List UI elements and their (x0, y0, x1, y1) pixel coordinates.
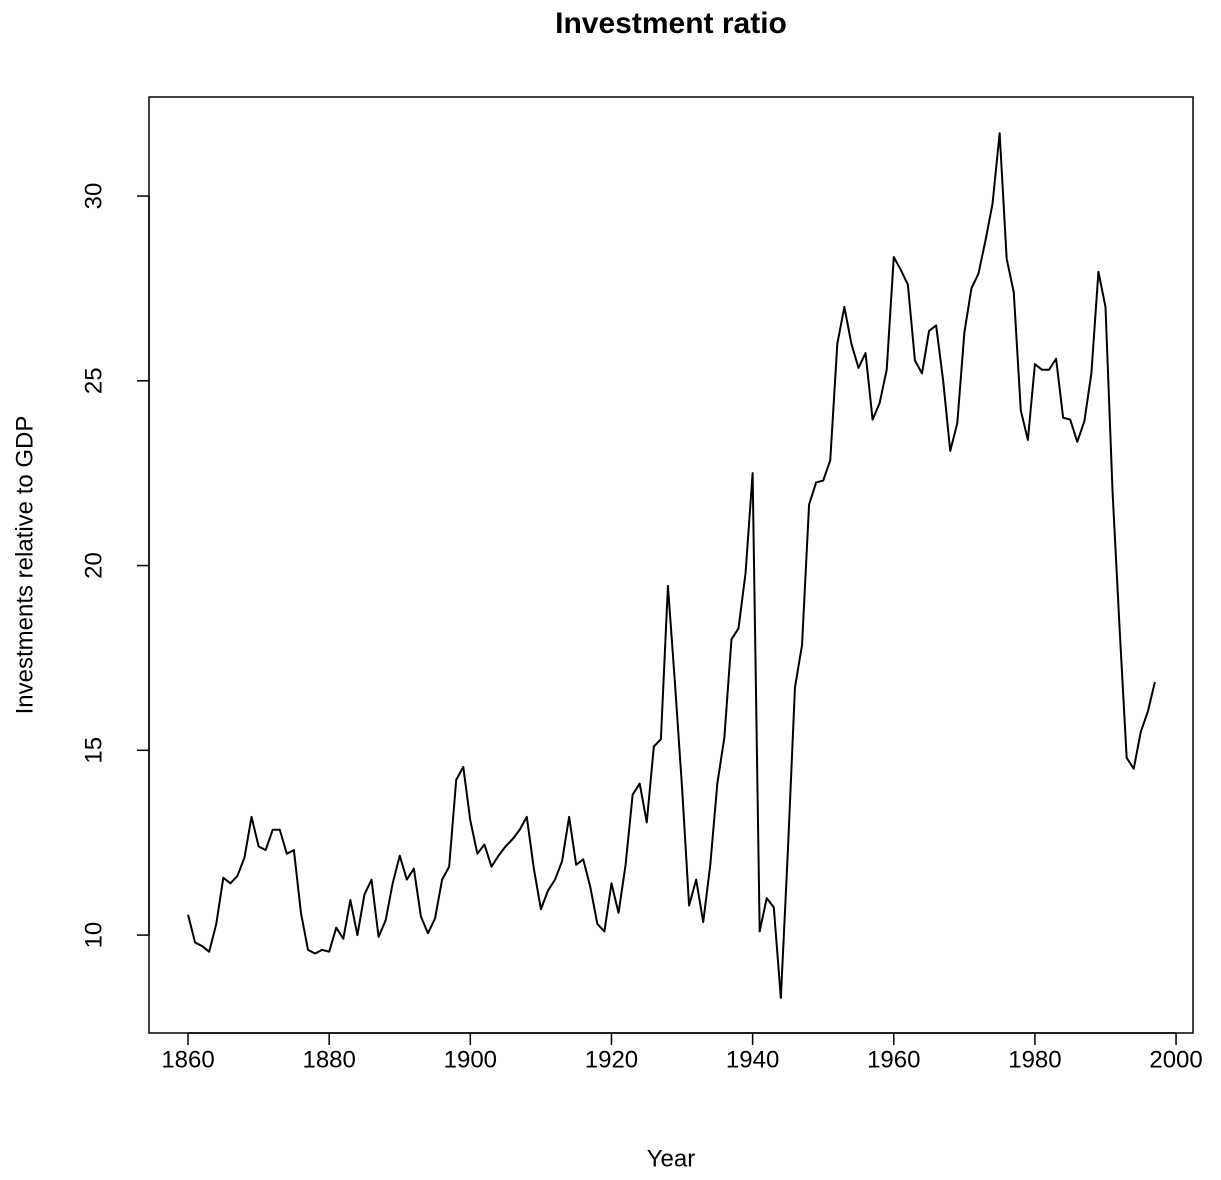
x-tick-label: 1960 (867, 1046, 920, 1073)
plot-frame (148, 96, 1194, 1034)
y-tick-label: 20 (80, 552, 107, 579)
y-tick-label: 30 (80, 183, 107, 210)
y-tick-label: 15 (80, 737, 107, 764)
x-tick-label: 1900 (444, 1046, 497, 1073)
y-tick-label: 10 (80, 922, 107, 949)
y-axis-label: Investments relative to GDP (11, 416, 38, 715)
x-tick-label: 1860 (161, 1046, 214, 1073)
x-axis-label: Year (647, 1145, 696, 1172)
x-tick-label: 1940 (726, 1046, 779, 1073)
x-tick-label: 1920 (585, 1046, 638, 1073)
y-tick-label: 25 (80, 367, 107, 394)
chart-title: Investment ratio (555, 7, 787, 40)
x-tick-label: 1980 (1008, 1046, 1061, 1073)
x-tick-label: 1880 (302, 1046, 355, 1073)
x-tick-label: 2000 (1149, 1046, 1202, 1073)
data-line (187, 132, 1156, 999)
